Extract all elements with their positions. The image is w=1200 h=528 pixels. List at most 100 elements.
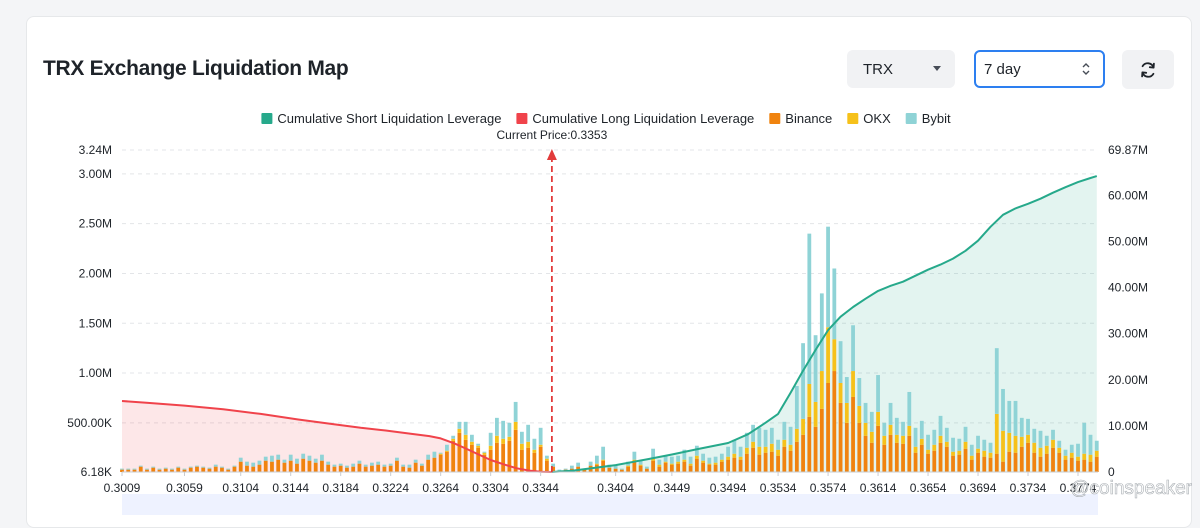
legend-label: OKX [863,111,891,126]
bar-binance [938,442,943,472]
bar-okx [513,421,518,430]
bar-binance [619,469,624,472]
legend-label: Bybit [922,111,951,126]
y-right-tick-label: 69.87M [1108,143,1148,157]
legend-item-bybit[interactable]: Bybit [905,111,951,126]
bar-binance [463,439,468,472]
coin-select[interactable]: TRX [847,50,955,88]
bar-okx [869,431,874,443]
x-tick-label: 0.3614 [860,481,897,495]
bar-binance [213,466,218,472]
y-left-tick-label: 1.50M [79,316,112,330]
bar-bybit [1088,434,1093,455]
chart-brush-area[interactable] [122,494,1098,515]
bar-bybit [588,461,593,466]
bar-binance [126,469,131,472]
bar-bybit [145,468,149,470]
current-price-label: Current Price:0.3353 [497,128,608,142]
bar-bybit [532,438,537,450]
bar-binance [582,469,587,472]
bar-bybit [888,402,893,425]
y-left-tick-label: 500.00K [67,416,112,430]
bar-bybit [1057,440,1062,448]
bar-okx [757,446,762,455]
bar-binance [919,444,924,472]
bar-bybit [282,459,287,463]
bar-bybit [913,427,918,447]
x-tick-label: 0.3224 [372,481,409,495]
y-right-tick-label: 20.00M [1108,373,1148,387]
bar-bybit [313,458,318,463]
bar-binance [220,467,224,472]
bar-binance [876,425,880,472]
legend-item-long_cum[interactable]: Cumulative Long Liquidation Leverage [516,111,754,126]
bar-binance [388,465,393,472]
bar-binance [1007,451,1012,472]
bar-binance [994,453,999,472]
bar-binance [894,442,899,472]
bar-binance [176,467,181,472]
bar-bybit [495,417,499,436]
bar-binance [476,447,481,472]
bar-okx [963,441,968,449]
long-cumulative-line [121,400,552,473]
bar-binance [744,453,749,472]
bar-bybit [776,439,780,450]
coin-select-value: TRX [863,60,893,78]
bar-bybit [476,443,481,446]
bar-bybit [526,424,531,442]
x-tick-label: 0.3304 [472,481,509,495]
bar-binance [332,466,337,472]
refresh-button[interactable] [1122,50,1174,89]
bar-binance [345,467,349,472]
bar-bybit [951,437,955,452]
bar-bybit [963,426,968,442]
x-tick-label: 0.3734 [1010,481,1047,495]
bar-bybit [1069,444,1074,453]
bar-okx [969,455,974,460]
bar-binance [445,451,449,472]
bar-bybit [1044,435,1049,446]
bar-binance [551,466,556,472]
bar-okx [688,463,693,466]
bar-bybit [470,434,474,442]
bar-binance [338,465,343,472]
bar-okx [894,434,899,443]
bar-binance [376,464,381,472]
bar-binance [132,469,137,472]
legend-label: Cumulative Short Liquidation Leverage [277,111,501,126]
bar-binance [195,466,199,472]
bar-binance [851,396,855,472]
y-right-tick-label: 50.00M [1108,235,1148,249]
bar-binance [801,434,805,472]
bar-okx [907,425,912,436]
bar-binance [1032,452,1037,472]
bar-okx [769,443,774,452]
legend-item-binance[interactable]: Binance [769,111,832,126]
bar-bybit [507,422,512,437]
legend-item-okx[interactable]: OKX [847,111,891,126]
bar-binance [926,453,930,472]
bar-okx [476,445,481,448]
time-range-select[interactable]: 7 day [974,50,1105,88]
bar-bybit [345,465,349,468]
bar-binance [857,422,862,472]
bar-binance [694,458,699,472]
bar-binance [507,440,512,472]
bar-okx [507,436,512,441]
bar-okx [501,438,506,444]
bar-bybit [1013,400,1018,436]
legend-item-short_cum[interactable]: Cumulative Short Liquidation Leverage [261,111,501,126]
bar-binance [707,464,712,472]
bar-okx [826,327,830,383]
bar-bybit [576,462,581,467]
bar-okx [1082,453,1087,460]
bar-bybit [751,424,755,442]
bar-bybit [544,455,549,459]
bar-binance [963,448,968,472]
bar-bybit [688,456,693,464]
bar-binance [726,459,730,472]
bar-bybit [376,461,381,465]
bar-binance [763,452,768,472]
bar-binance [407,467,412,472]
